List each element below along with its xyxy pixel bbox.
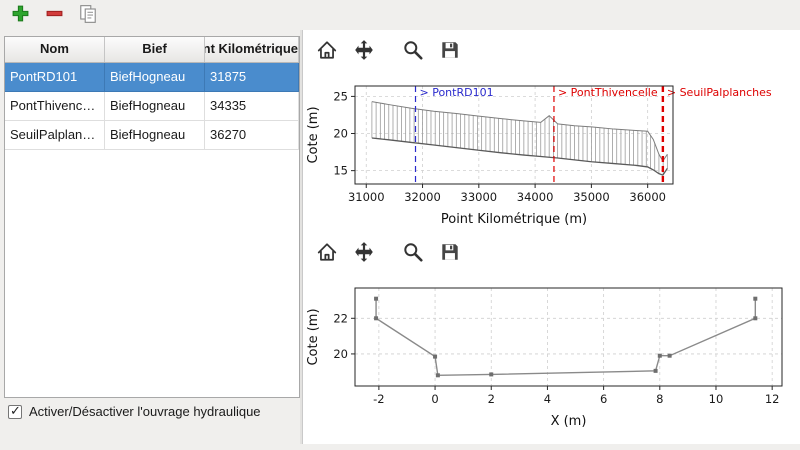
svg-text:Cote (m): Cote (m)	[306, 106, 321, 163]
activate-ouvrage-label: Activer/Désactiver l'ouvrage hydraulique	[29, 404, 261, 419]
svg-text:X (m): X (m)	[551, 414, 587, 429]
ouvrages-table: Nom Bief Point Kilométrique PontRD101 Bi…	[4, 36, 300, 398]
svg-text:10: 10	[709, 392, 724, 406]
home-button[interactable]	[315, 242, 339, 266]
svg-text:Cote (m): Cote (m)	[306, 308, 321, 365]
add-button[interactable]	[8, 4, 32, 28]
table-row[interactable]: SeuilPalplanches BiefHogneau 36270	[5, 121, 299, 150]
cross-section-chart[interactable]: -2 0 2 4 6 8 10 12 20 22 X (m) Cote (m)	[303, 276, 800, 434]
move-icon	[353, 241, 375, 268]
svg-text:20: 20	[333, 347, 348, 361]
cell-pk[interactable]: 31875	[205, 63, 299, 92]
svg-text:0: 0	[431, 392, 438, 406]
svg-text:12: 12	[765, 392, 780, 406]
home-button[interactable]	[315, 40, 339, 64]
pan-button[interactable]	[352, 241, 376, 268]
profile-plot-toolbar	[303, 30, 800, 74]
panel-splitter[interactable]	[300, 30, 302, 444]
save-icon	[439, 241, 461, 268]
home-icon	[316, 241, 338, 268]
table-header: Nom Bief Point Kilométrique	[5, 37, 299, 63]
cell-bief[interactable]: BiefHogneau	[105, 63, 205, 92]
svg-text:> PontRD101: > PontRD101	[420, 86, 494, 99]
magnifier-icon	[402, 241, 424, 268]
svg-text:34000: 34000	[517, 190, 554, 204]
pan-button[interactable]	[352, 39, 376, 66]
column-header-pk[interactable]: Point Kilométrique	[205, 37, 299, 62]
column-header-bief[interactable]: Bief	[105, 37, 205, 62]
svg-text:25: 25	[333, 89, 348, 103]
main-toolbar	[0, 0, 800, 32]
zoom-button[interactable]	[401, 40, 425, 64]
svg-text:15: 15	[333, 164, 348, 178]
cell-pk[interactable]: 34335	[205, 92, 299, 121]
section-plot-toolbar	[303, 232, 800, 276]
svg-text:Point Kilométrique (m): Point Kilométrique (m)	[441, 212, 587, 227]
svg-text:2: 2	[488, 392, 495, 406]
plus-icon	[11, 4, 30, 28]
svg-text:32000: 32000	[404, 190, 441, 204]
save-icon	[439, 39, 461, 66]
zoom-button[interactable]	[401, 242, 425, 266]
cell-bief[interactable]: BiefHogneau	[105, 92, 205, 121]
svg-text:35000: 35000	[573, 190, 610, 204]
activate-ouvrage-row: Activer/Désactiver l'ouvrage hydraulique	[8, 403, 261, 419]
svg-text:33000: 33000	[461, 190, 498, 204]
cell-nom[interactable]: PontRD101	[5, 63, 105, 92]
activate-ouvrage-checkbox[interactable]	[8, 403, 22, 419]
cell-pk[interactable]: 36270	[205, 121, 299, 150]
svg-text:20: 20	[333, 127, 348, 141]
save-button[interactable]	[438, 40, 462, 64]
magnifier-icon	[402, 39, 424, 66]
svg-text:> SeuilPalplanches: > SeuilPalplanches	[667, 86, 772, 99]
copy-icon	[78, 4, 98, 29]
plots-panel: > PontRD101 > PontThivencelle > SeuilPalpl…	[302, 30, 800, 444]
home-icon	[316, 39, 338, 66]
svg-text:4: 4	[544, 392, 551, 406]
move-icon	[353, 39, 375, 66]
table-row[interactable]: PontThivencelle BiefHogneau 34335	[5, 92, 299, 121]
svg-text:-2: -2	[373, 392, 384, 406]
svg-text:31000: 31000	[348, 190, 385, 204]
svg-text:22: 22	[333, 311, 348, 325]
cell-bief[interactable]: BiefHogneau	[105, 121, 205, 150]
profile-chart[interactable]: > PontRD101 > PontThivencelle > SeuilPalpl…	[303, 74, 800, 232]
save-button[interactable]	[438, 242, 462, 266]
cell-nom[interactable]: SeuilPalplanches	[5, 121, 105, 150]
svg-text:> PontThivencelle: > PontThivencelle	[558, 86, 658, 99]
column-header-nom[interactable]: Nom	[5, 37, 105, 62]
minus-icon	[45, 4, 64, 28]
remove-button[interactable]	[42, 4, 66, 28]
table-row[interactable]: PontRD101 BiefHogneau 31875	[5, 63, 299, 92]
svg-text:6: 6	[600, 392, 607, 406]
copy-button[interactable]	[76, 4, 100, 28]
cell-nom[interactable]: PontThivencelle	[5, 92, 105, 121]
svg-text:36000: 36000	[629, 190, 666, 204]
svg-text:8: 8	[656, 392, 663, 406]
